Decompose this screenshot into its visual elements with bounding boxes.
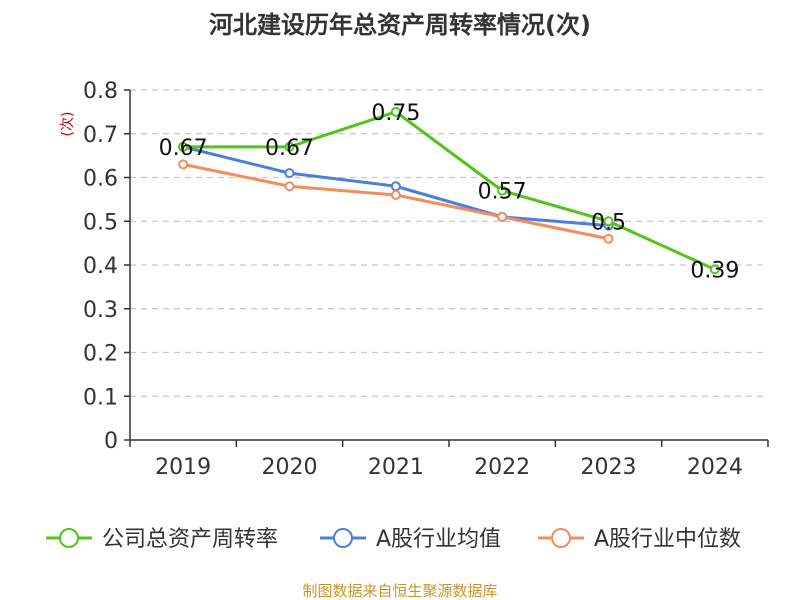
x-tick-label: 2019 — [155, 455, 211, 480]
data-point[interactable] — [284, 168, 295, 179]
data-label: 0.5 — [591, 210, 626, 235]
legend-marker — [59, 528, 79, 548]
y-tick-label: 0 — [104, 429, 118, 454]
y-tick-label: 0.6 — [83, 167, 118, 192]
data-point[interactable] — [390, 106, 401, 117]
x-tick-label: 2021 — [368, 455, 424, 480]
data-point[interactable] — [709, 264, 720, 275]
y-tick-label: 0.8 — [83, 79, 118, 104]
x-tick-label: 2022 — [474, 455, 530, 480]
data-point[interactable] — [603, 216, 614, 227]
series-0 — [178, 106, 720, 275]
data-point[interactable] — [603, 233, 614, 244]
series-2 — [178, 159, 614, 244]
source-note: 制图数据来自恒生聚源数据库 — [302, 582, 497, 600]
data-point[interactable] — [178, 159, 189, 170]
data-point[interactable] — [390, 190, 401, 200]
legend[interactable]: 公司总资产周转率 A股行业均值 A股行业中位数 — [46, 527, 741, 552]
data-label: 0.67 — [159, 136, 208, 161]
legend-marker — [551, 528, 571, 548]
legend-item[interactable]: A股行业中位数 — [538, 527, 741, 552]
x-tick-label: 2020 — [262, 455, 318, 480]
series-lines — [178, 106, 720, 275]
y-tick-label: 0.1 — [83, 385, 118, 410]
legend-label: A股行业均值 — [376, 527, 501, 552]
axes: 0 0.1 0.2 0.3 0.4 0.5 0.6 0.7 0.8 2019 2020 2021 202… — [83, 79, 769, 480]
data-point[interactable] — [497, 211, 508, 222]
y-axis-unit-label: (次) — [60, 112, 76, 137]
legend-item[interactable]: 公司总资产周转率 — [46, 527, 278, 552]
data-label: 0.67 — [265, 136, 314, 161]
grid-lines — [130, 89, 768, 397]
data-label: 0.57 — [478, 180, 527, 205]
data-point[interactable] — [284, 181, 295, 192]
data-point[interactable] — [497, 185, 508, 196]
data-label: 0.39 — [690, 258, 739, 283]
chart-title: 河北建设历年总资产周转率情况(次) — [209, 11, 591, 39]
data-labels: 0.67 0.67 0.75 0.57 0.5 0.39 — [159, 101, 740, 284]
y-tick-label: 0.5 — [83, 210, 118, 235]
legend-item[interactable]: A股行业均值 — [320, 527, 501, 552]
y-tick-label: 0.7 — [83, 123, 118, 148]
y-tick-label: 0.4 — [83, 254, 118, 279]
x-tick-label: 2023 — [581, 455, 637, 480]
data-point[interactable] — [390, 181, 401, 192]
series-line — [183, 110, 716, 271]
data-label: 0.75 — [371, 101, 420, 126]
data-point[interactable] — [178, 141, 189, 152]
y-tick-label: 0.2 — [83, 342, 118, 367]
x-tick-label: 2024 — [687, 455, 743, 480]
legend-label: 公司总资产周转率 — [102, 527, 278, 552]
y-tick-label: 0.3 — [83, 298, 118, 323]
legend-label: A股行业中位数 — [594, 527, 741, 552]
legend-marker — [333, 528, 353, 548]
series-1 — [178, 141, 614, 231]
data-point[interactable] — [284, 141, 295, 152]
